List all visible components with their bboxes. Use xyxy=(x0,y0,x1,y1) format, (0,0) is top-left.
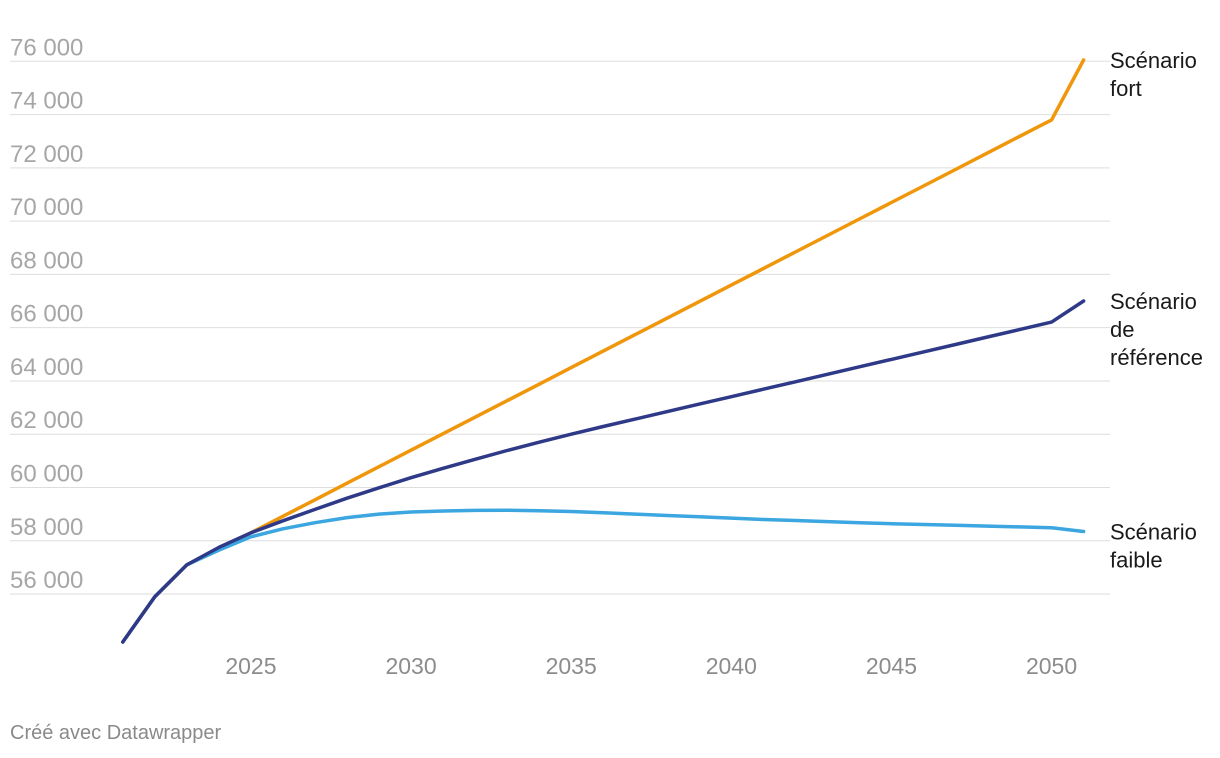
series-label: Scénario de référence xyxy=(1110,289,1203,370)
x-tick-label: 2040 xyxy=(706,653,757,679)
y-axis-tick-labels: 56 000 58 000 60 000 62 000 64 000 66 000 68 0… xyxy=(10,34,83,594)
x-axis-tick-labels: 2025 2030 2035 2040 2045 2050 xyxy=(225,653,1077,679)
y-tick-label: 64 000 xyxy=(10,354,83,381)
datawrapper-credit: Créé avec Datawrapper xyxy=(10,722,222,744)
series-line xyxy=(121,508,1086,644)
series-label-line: Scénario xyxy=(1110,519,1197,544)
x-tick-label: 2035 xyxy=(546,653,597,679)
series-label: Scénario fort xyxy=(1110,48,1197,101)
y-tick-label: 76 000 xyxy=(10,34,83,61)
x-tick-label: 2050 xyxy=(1026,653,1077,679)
series-labels: Scénario fort Scénario de référence Scénario f… xyxy=(1110,48,1203,572)
series-label-line: Scénario xyxy=(1110,289,1197,314)
y-tick-label: 72 000 xyxy=(10,141,83,168)
series-label-line: de xyxy=(1110,317,1134,342)
x-tick-label: 2030 xyxy=(385,653,436,679)
series-lines xyxy=(121,58,1086,644)
y-tick-label: 68 000 xyxy=(10,247,83,274)
y-tick-label: 58 000 xyxy=(10,514,83,541)
x-tick-label: 2045 xyxy=(866,653,917,679)
series-line xyxy=(121,299,1086,644)
y-tick-label: 70 000 xyxy=(10,194,83,221)
y-tick-label: 56 000 xyxy=(10,567,83,594)
series-label-line: Scénario xyxy=(1110,48,1197,73)
series-label: Scénario faible xyxy=(1110,519,1197,572)
series-label-line: faible xyxy=(1110,547,1163,572)
gridlines xyxy=(10,60,1110,595)
x-tick-label: 2025 xyxy=(225,653,276,679)
y-tick-label: 60 000 xyxy=(10,461,83,488)
y-tick-label: 74 000 xyxy=(10,88,83,115)
y-tick-label: 62 000 xyxy=(10,407,83,434)
series-label-line: référence xyxy=(1110,345,1203,370)
y-tick-label: 66 000 xyxy=(10,301,83,328)
series-label-line: fort xyxy=(1110,76,1142,101)
series-line xyxy=(121,58,1086,644)
